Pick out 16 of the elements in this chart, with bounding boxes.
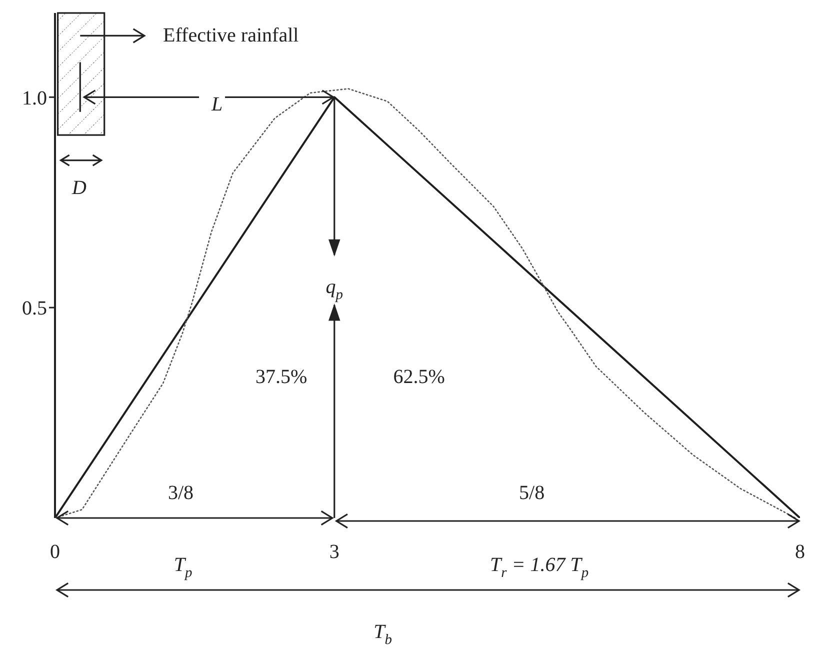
text: T$_{r}$ = 1.67 T$_{p}$: [490, 554, 589, 581]
annotation: D: [70, 177, 87, 200]
annotation: 37.5%: [255, 366, 308, 388]
text: T$_{b}$: [374, 621, 392, 648]
x-tick-label: 0: [50, 541, 60, 564]
annotation: 5/8: [519, 482, 545, 504]
annotation: Effective rainfall: [163, 24, 300, 46]
y-tick-label: 1.0: [22, 87, 47, 110]
text: T$_{p}$: [174, 554, 192, 581]
y-tick-label: 0.5: [22, 298, 47, 320]
annotation: 3/8: [168, 482, 194, 504]
annotation: 62.5%: [393, 366, 445, 388]
annotation: L: [210, 94, 223, 116]
x-tick-label: 8: [795, 541, 805, 564]
annotation: q$_{p}$: [326, 276, 343, 303]
x-tick-label: 3: [329, 541, 340, 564]
